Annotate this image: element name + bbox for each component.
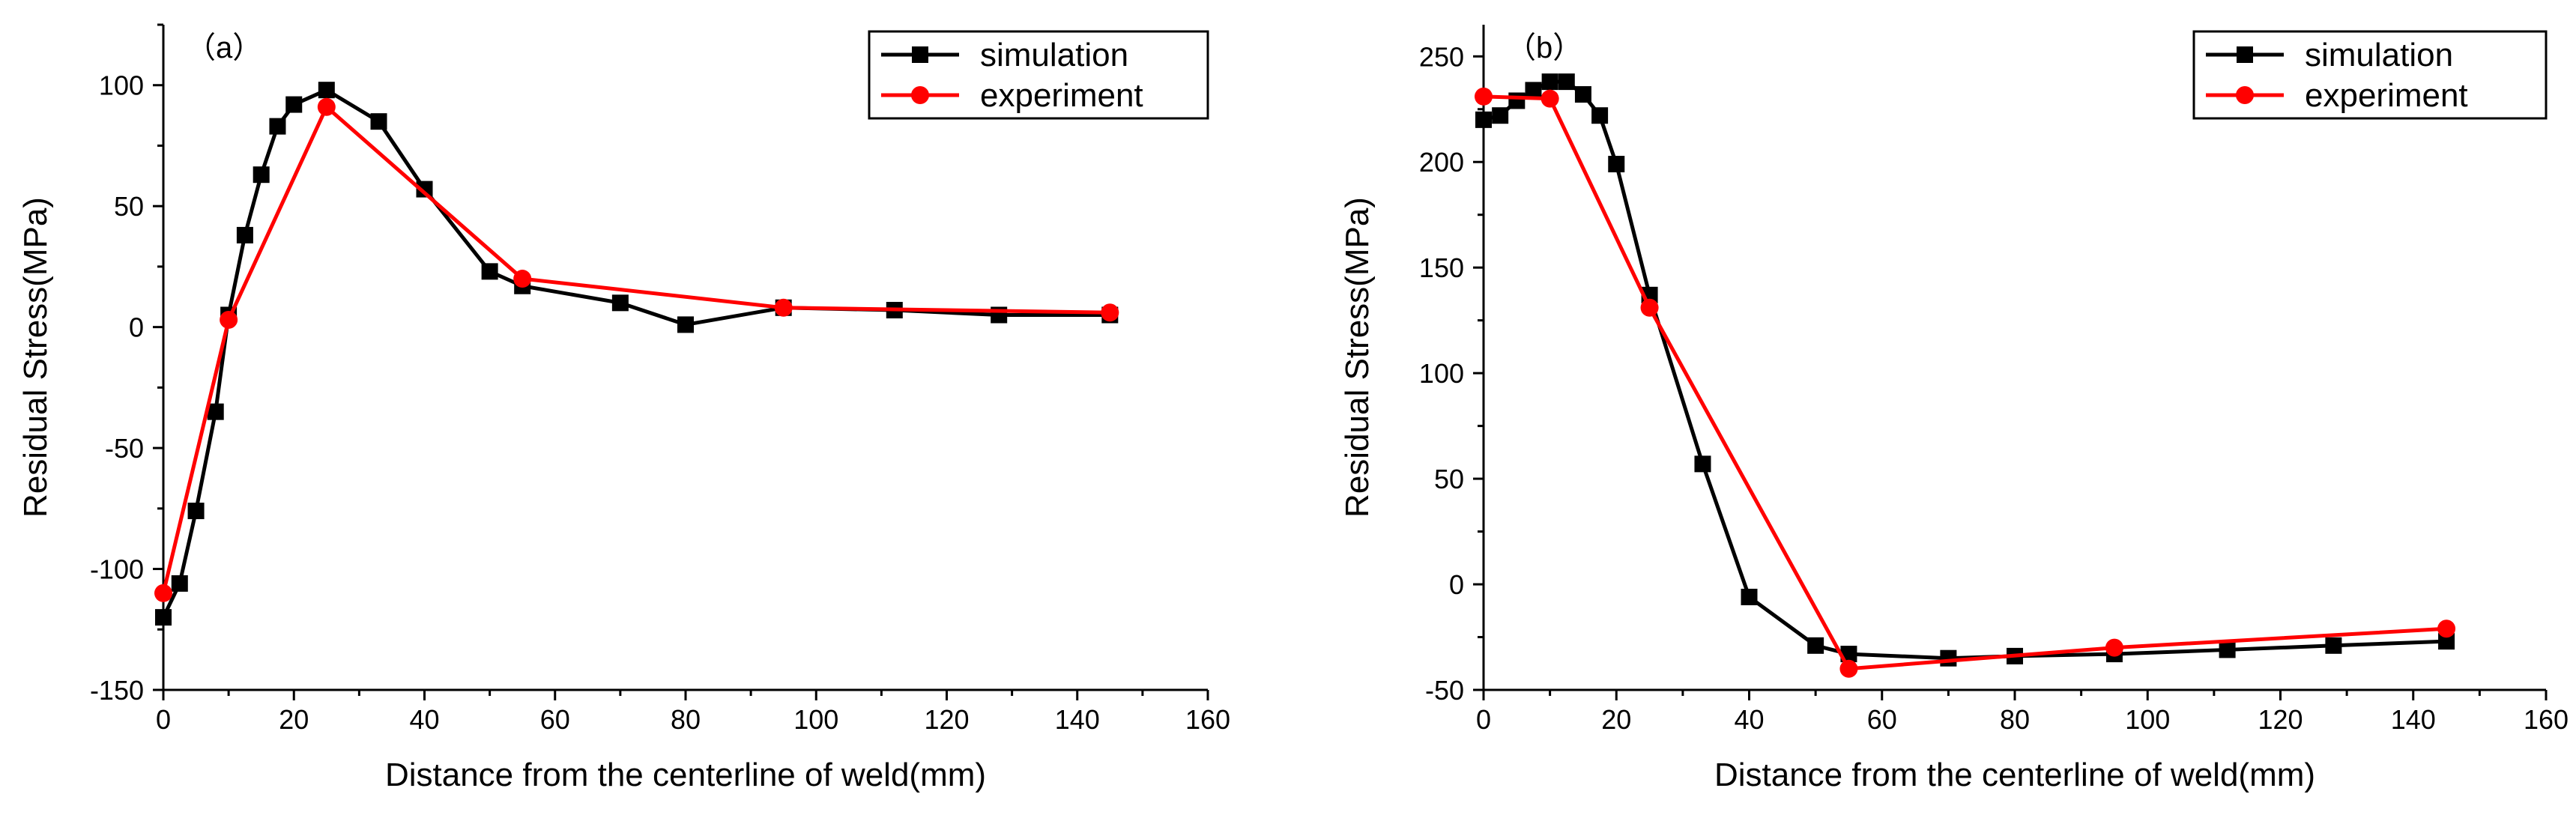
simulation-point	[1541, 73, 1558, 91]
experiment-point	[513, 270, 532, 288]
experiment-point	[220, 310, 238, 329]
legend-box	[868, 30, 1209, 120]
legend-box	[2192, 30, 2548, 120]
simulation-point	[285, 96, 303, 113]
experiment-point	[1541, 89, 1559, 108]
simulation-point	[187, 503, 205, 520]
y-tick-label: 200	[1419, 147, 1464, 178]
y-tick-label: 150	[1419, 252, 1464, 283]
y-tick-label: -100	[90, 554, 144, 585]
legend-marker-experiment	[2236, 86, 2254, 104]
simulation-point	[1508, 92, 1526, 109]
simulation-point	[1558, 73, 1575, 91]
simulation-point	[1608, 156, 1625, 173]
x-tick-label: 20	[1601, 704, 1631, 735]
experiment-point	[1101, 303, 1119, 322]
simulation-point	[1940, 649, 1957, 667]
x-tick-label: 40	[409, 704, 439, 735]
x-tick-label: 160	[2524, 704, 2569, 735]
simulation-point	[1574, 86, 1591, 103]
x-tick-label: 40	[1734, 704, 1764, 735]
experiment-point	[774, 298, 793, 317]
y-tick-label: 0	[1449, 569, 1464, 600]
simulation-point	[677, 316, 694, 333]
experiment-point	[2105, 638, 2123, 657]
y-tick-label: 100	[1419, 358, 1464, 389]
simulation-point	[253, 166, 270, 184]
x-tick-label: 0	[156, 704, 171, 735]
simulation-point	[1807, 637, 1824, 654]
x-axis-title: Distance from the centerline of weld(mm)	[385, 757, 986, 793]
x-tick-label: 80	[2000, 704, 2030, 735]
simulation-point	[2325, 637, 2342, 654]
simulation-point	[1492, 107, 1509, 124]
x-tick-label: 80	[671, 704, 701, 735]
simulation-point	[269, 118, 286, 135]
x-tick-label: 120	[2258, 704, 2303, 735]
simulation-point	[2219, 641, 2236, 658]
x-tick-label: 0	[1476, 704, 1491, 735]
panel-label: （a）	[186, 31, 262, 64]
experiment-point	[154, 584, 172, 602]
simulation-point	[1525, 82, 1542, 99]
y-tick-label: 100	[99, 70, 144, 101]
simulation-line	[161, 88, 1110, 619]
x-tick-label: 160	[1185, 704, 1230, 735]
simulation-point	[2438, 633, 2455, 650]
simulation-line	[1483, 79, 2447, 661]
simulation-point	[416, 181, 433, 198]
panel-label: （b）	[1506, 31, 1582, 64]
y-tick-label: -50	[105, 433, 144, 464]
experiment-point	[1839, 659, 1858, 678]
legend-label-experiment: experiment	[2305, 77, 2468, 114]
x-tick-label: 120	[924, 704, 969, 735]
simulation-point	[171, 575, 188, 592]
chart-panel-b: 0 20 40 60 80 100 120 140 160 -50 0 50 100 150 200 250 D…	[1339, 25, 2569, 793]
y-axis-title: Residual Stress(MPa)	[1339, 197, 1376, 518]
x-tick-label: 60	[540, 704, 570, 735]
x-tick-label: 60	[1867, 704, 1897, 735]
experiment-point	[1475, 87, 1493, 106]
x-tick-label: 100	[793, 704, 838, 735]
chart-panel-a: 0 20 40 60 80 100 120 140 160 -150 -100 -50 0 50 100 Di…	[17, 23, 1230, 793]
simulation-point	[1694, 455, 1711, 473]
x-tick-label: 140	[1055, 704, 1100, 735]
y-tick-label: -50	[1425, 675, 1464, 706]
legend-label-simulation: simulation	[2305, 37, 2453, 73]
legend-marker-experiment	[911, 86, 929, 104]
simulation-point	[318, 82, 335, 99]
y-tick-label: -150	[90, 675, 144, 706]
legend-marker-simulation	[912, 46, 928, 63]
experiment-point	[2437, 619, 2456, 638]
simulation-point	[611, 294, 629, 312]
legend-label-simulation: simulation	[980, 37, 1128, 73]
experiment-point	[1640, 298, 1659, 317]
simulation-point	[155, 609, 172, 626]
simulation-point	[1741, 588, 1758, 605]
legend-label-experiment: experiment	[980, 77, 1143, 114]
simulation-point	[1475, 111, 1492, 128]
simulation-point	[207, 403, 224, 420]
experiment-line	[161, 105, 1110, 594]
y-axis-title: Residual Stress(MPa)	[17, 197, 54, 518]
experiment-point	[317, 97, 336, 116]
legend-marker-simulation	[2237, 46, 2253, 63]
simulation-point	[370, 113, 387, 130]
x-axis-title: Distance from the centerline of weld(mm)	[1714, 757, 2315, 793]
y-tick-label: 0	[129, 312, 144, 343]
x-tick-label: 140	[2391, 704, 2436, 735]
simulation-point	[236, 226, 253, 243]
simulation-point	[481, 263, 498, 280]
simulation-point	[1591, 107, 1609, 124]
experiment-line	[1483, 94, 2447, 671]
y-tick-label: 50	[1434, 464, 1464, 494]
x-tick-label: 20	[279, 704, 309, 735]
y-tick-label: 50	[114, 191, 144, 222]
y-tick-label: 250	[1419, 41, 1464, 72]
x-tick-label: 100	[2125, 704, 2170, 735]
